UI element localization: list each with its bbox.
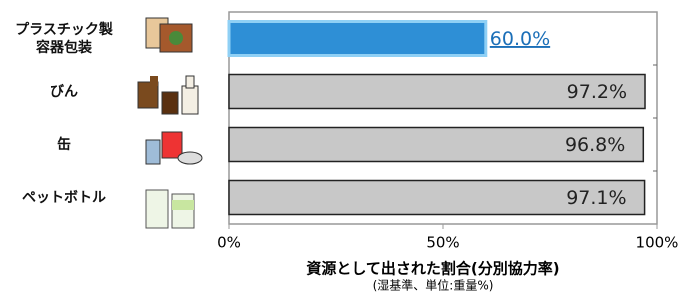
bar bbox=[229, 22, 486, 56]
icon-pet bbox=[146, 190, 194, 228]
category-label: ペットボトル bbox=[0, 189, 128, 207]
x-tick-label: 50% bbox=[426, 234, 459, 252]
value-label: 97.1% bbox=[566, 187, 626, 209]
value-label: 97.2% bbox=[567, 81, 627, 103]
category-label: 缶 bbox=[0, 136, 128, 154]
icon-plastic bbox=[146, 18, 192, 52]
subtitle: (湿基準、単位:重量%) bbox=[373, 278, 494, 293]
icon-bottle bbox=[138, 76, 198, 114]
value-label: 96.8% bbox=[565, 134, 625, 156]
category-label: びん bbox=[0, 83, 128, 101]
x-tick-label: 100% bbox=[636, 234, 679, 252]
page: 資源として出された割合(分別協力率) (湿基準、単位:重量%) 0% 50% 100… bbox=[0, 0, 684, 293]
x-axis-title: 資源として出された割合(分別協力率) bbox=[306, 260, 559, 278]
x-tick-label: 0% bbox=[217, 234, 241, 252]
icon-can bbox=[146, 132, 202, 164]
value-label: 60.0% bbox=[490, 28, 550, 50]
category-label: プラスチック製 容器包装 bbox=[0, 21, 128, 57]
